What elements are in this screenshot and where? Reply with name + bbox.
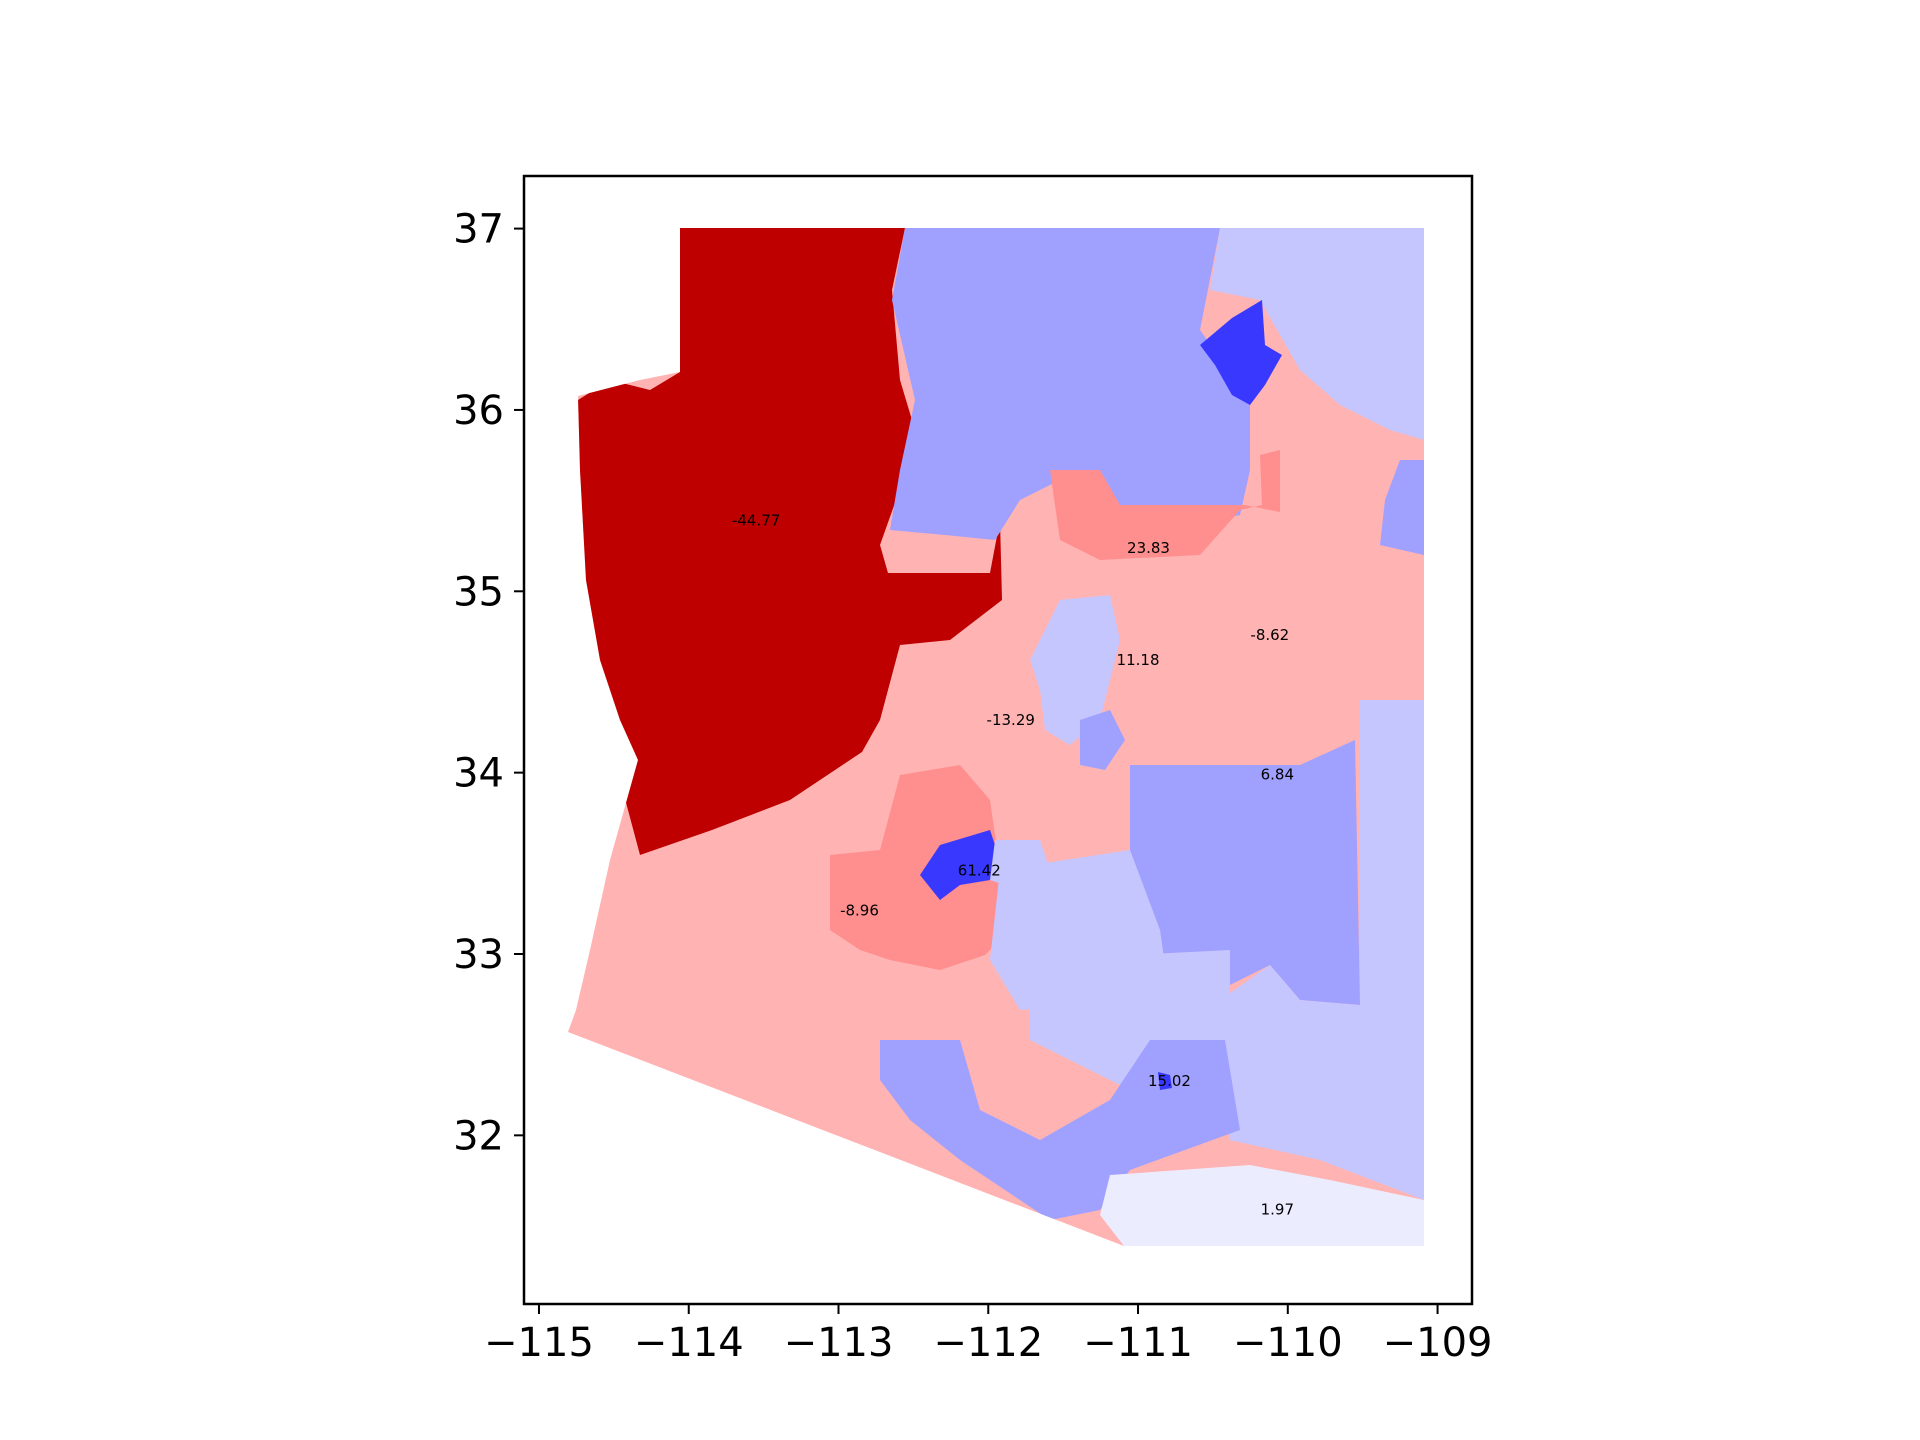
x-tick-label: −115 (484, 1320, 594, 1366)
y-tick-label: 35 (453, 569, 504, 615)
district-labels: -44.77 23.83 -8.62 11.18 -13.29 6.84 61.42 -8.9… (732, 512, 1294, 1219)
y-tick-label: 36 (453, 388, 504, 434)
x-tick-label: −112 (933, 1320, 1043, 1366)
district-value-label: 6.84 (1261, 765, 1294, 783)
x-tick-label: −114 (634, 1320, 744, 1366)
y-tick-label: 37 (453, 207, 504, 253)
plot-frame (522, 174, 1474, 1306)
region-north-central (890, 228, 1250, 540)
y-tick-label: 32 (453, 1113, 504, 1159)
x-tick-label: −109 (1383, 1320, 1493, 1366)
y-tick-label: 33 (453, 932, 504, 978)
region-reservation (1200, 300, 1282, 405)
map-regions (568, 228, 1424, 1246)
district-value-label: 23.83 (1127, 539, 1170, 557)
district-value-label: -8.96 (840, 901, 879, 919)
district-value-label: 15.02 (1148, 1072, 1191, 1090)
x-axis: −115 −114 −113 −112 −111 −110 −109 (484, 1304, 1492, 1366)
region-tucson-core (1158, 1072, 1172, 1090)
region-phoenix-ring (990, 840, 1050, 890)
x-tick-label: −110 (1233, 1320, 1343, 1366)
region-northwest (578, 228, 1002, 855)
district-value-label: -13.29 (987, 711, 1035, 729)
region-east-corridor (1220, 700, 1424, 1200)
region-east-edge (1380, 460, 1424, 555)
district-value-label: -8.62 (1250, 626, 1289, 644)
district-value-label: 1.97 (1261, 1201, 1294, 1219)
region-southeast-border (1100, 1165, 1424, 1246)
y-axis: 32 33 34 35 36 37 (453, 207, 524, 1159)
region-northeast (1210, 228, 1424, 440)
region-central-blue (1030, 595, 1120, 745)
x-tick-label: −111 (1083, 1320, 1193, 1366)
district-value-label: 61.42 (958, 862, 1001, 880)
x-tick-label: −113 (784, 1320, 894, 1366)
region-payson (1080, 710, 1125, 770)
region-phoenix-core (920, 830, 1000, 900)
region-flagstaff (1050, 450, 1280, 560)
district-value-label: 11.18 (1117, 651, 1160, 669)
y-tick-label: 34 (453, 751, 504, 797)
region-east-central-blue (1130, 740, 1360, 1005)
district-value-label: -44.77 (732, 512, 780, 530)
region-tucson (880, 1040, 1240, 1220)
